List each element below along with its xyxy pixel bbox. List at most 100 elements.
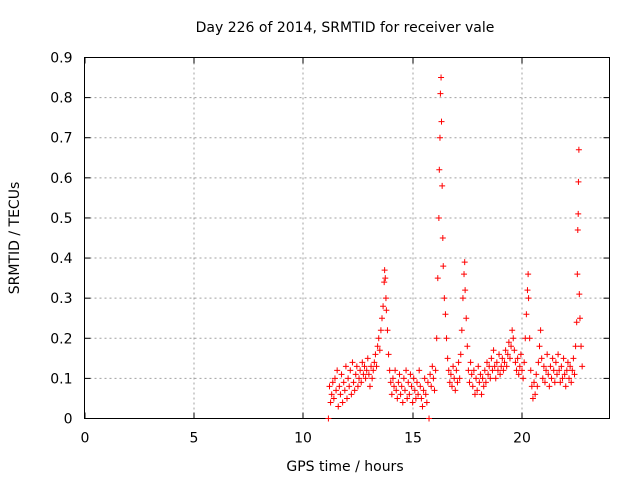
- x-tick-label: 10: [294, 431, 312, 447]
- data-point: [364, 355, 371, 362]
- data-point: [468, 371, 475, 378]
- data-point: [555, 351, 562, 358]
- data-point: [546, 383, 553, 390]
- data-point: [579, 363, 586, 370]
- data-point: [575, 210, 582, 217]
- data-point: [328, 391, 335, 398]
- y-tick-label: 0.4: [50, 251, 72, 267]
- data-point: [539, 375, 546, 382]
- data-point: [399, 399, 406, 406]
- data-point: [439, 182, 446, 189]
- data-point: [371, 359, 378, 366]
- data-point: [465, 367, 472, 374]
- y-tick-label: 0.3: [50, 291, 72, 307]
- data-point: [562, 383, 569, 390]
- data-point: [403, 367, 410, 374]
- data-point: [569, 367, 576, 374]
- data-point: [475, 363, 482, 370]
- data-point: [575, 178, 582, 185]
- data-point: [391, 383, 398, 390]
- data-point: [348, 391, 355, 398]
- data-point: [484, 359, 490, 366]
- data-point: [411, 387, 418, 394]
- data-point: [480, 383, 487, 390]
- data-point: [386, 367, 393, 374]
- data-point: [478, 391, 485, 398]
- data-point: [434, 275, 441, 282]
- data-point: [570, 355, 577, 362]
- data-point: [536, 343, 543, 350]
- data-point: [360, 371, 367, 378]
- data-point: [335, 403, 342, 410]
- data-point: [521, 359, 528, 366]
- data-point: [533, 371, 540, 378]
- data-point: [557, 379, 564, 386]
- data-point: [463, 315, 470, 322]
- data-point: [432, 367, 439, 374]
- data-point: [574, 226, 581, 233]
- data-point: [373, 363, 380, 370]
- data-point: [516, 363, 523, 370]
- data-point: [353, 363, 360, 370]
- plot-frame: [84, 57, 610, 419]
- data-point: [388, 391, 395, 398]
- data-point: [578, 343, 585, 350]
- data-point: [342, 363, 349, 370]
- data-point: [540, 363, 547, 370]
- data-point: [336, 383, 343, 390]
- data-point: [481, 367, 488, 374]
- y-tick-label: 0.7: [50, 131, 72, 147]
- data-point: [393, 387, 400, 394]
- data-point: [334, 367, 341, 374]
- data-point: [525, 271, 532, 278]
- data-point: [449, 383, 455, 390]
- data-point: [357, 367, 364, 374]
- data-point: [501, 359, 508, 366]
- data-point: [485, 371, 492, 378]
- data-point: [381, 279, 388, 286]
- data-point: [474, 387, 481, 394]
- data-point: [488, 355, 495, 362]
- data-point: [462, 287, 469, 294]
- data-point: [397, 391, 404, 398]
- data-point: [408, 383, 415, 390]
- y-tick-label: 0.9: [50, 51, 72, 67]
- grid-layer: [84, 57, 610, 419]
- y-tick-label: 0: [64, 412, 73, 428]
- data-point: [419, 403, 426, 410]
- data-point: [498, 363, 505, 370]
- tick-layer: 0 5 10 15 20 0 0.1 0.2 0.3 0.4 0.5 0.6 0.7 0.8 0.9: [50, 51, 610, 447]
- data-point: [444, 355, 451, 362]
- data-point: [443, 335, 450, 342]
- data-point: [494, 367, 501, 374]
- data-point: [572, 343, 579, 350]
- data-point: [558, 363, 565, 370]
- data-point: [497, 371, 504, 378]
- data-point: [554, 371, 560, 378]
- data-point: [400, 375, 407, 382]
- data-point: [461, 271, 468, 278]
- data-point: [365, 371, 372, 378]
- data-point: [382, 275, 389, 282]
- data-point: [457, 351, 464, 358]
- data-point: [523, 311, 530, 318]
- data-point: [362, 375, 369, 382]
- data-point: [456, 375, 463, 382]
- data-point: [471, 391, 478, 398]
- data-point: [534, 383, 541, 390]
- data-point: [438, 74, 445, 81]
- data-point: [439, 235, 446, 241]
- data-point: [525, 295, 532, 302]
- data-point: [574, 271, 581, 278]
- data-point: [556, 367, 563, 374]
- data-point: [502, 347, 509, 354]
- data-point: [493, 359, 500, 366]
- data-point: [543, 367, 550, 374]
- data-point: [396, 371, 403, 378]
- data-point: [416, 367, 423, 374]
- data-point: [500, 367, 507, 374]
- data-point: [442, 311, 449, 318]
- data-point: [424, 379, 431, 386]
- data-point: [382, 295, 389, 302]
